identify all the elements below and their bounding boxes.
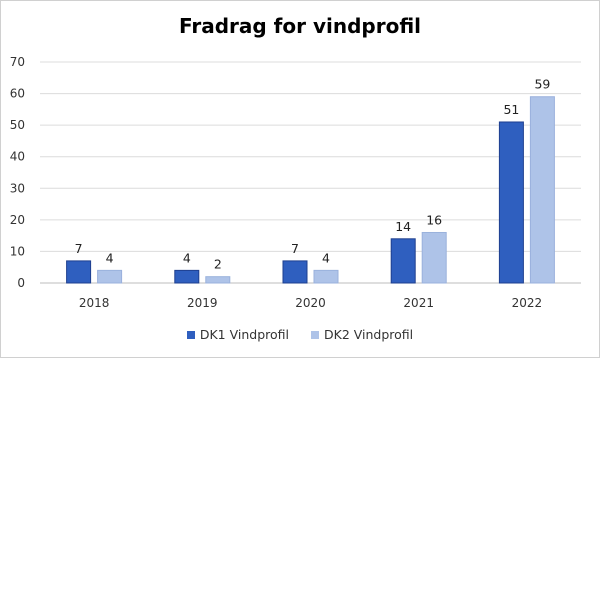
x-tick-label: 2018 [79,296,110,310]
y-tick-label: 40 [10,150,25,164]
data-label: 59 [534,77,550,92]
x-tick-label: 2021 [403,296,434,310]
bar [174,269,200,284]
data-label: 4 [183,250,191,265]
data-label: 51 [503,102,519,117]
bar [66,260,92,284]
legend-label-dk2: DK2 Vindprofil [324,327,414,342]
data-label: 4 [106,250,114,265]
data-label: 14 [395,219,411,234]
bar [390,238,416,284]
y-tick-label: 70 [10,55,25,69]
legend-swatch-dk1 [186,330,195,339]
chart-title: Fradrag for vindprofil [178,14,421,38]
legend-label-dk1: DK1 Vindprofil [199,327,289,342]
x-tick-label: 2020 [295,296,326,310]
bar [421,231,447,284]
legend-item-dk1: DK1 Vindprofil [186,327,289,342]
y-tick-label: 30 [10,181,25,195]
data-label: 2 [214,257,222,272]
x-tick-label: 2022 [512,296,543,310]
bar [282,260,308,284]
x-tick-label: 2019 [187,296,218,310]
data-label: 7 [75,241,83,256]
legend-swatch-dk2 [311,330,319,339]
data-label: 7 [291,241,299,256]
data-label: 4 [322,250,330,265]
bar [97,269,123,284]
y-tick-label: 0 [17,276,25,290]
bar [529,96,555,284]
bar [498,121,524,284]
legend: DK1 Vindprofil DK2 Vindprofil [0,327,600,342]
data-label: 16 [426,212,442,227]
y-tick-label: 60 [10,87,25,101]
y-tick-label: 50 [10,118,25,132]
legend-item-dk2: DK2 Vindprofil [311,327,413,342]
y-tick-label: 10 [10,244,25,258]
y-tick-label: 20 [10,213,25,227]
bar [313,269,339,284]
bar [205,276,231,284]
